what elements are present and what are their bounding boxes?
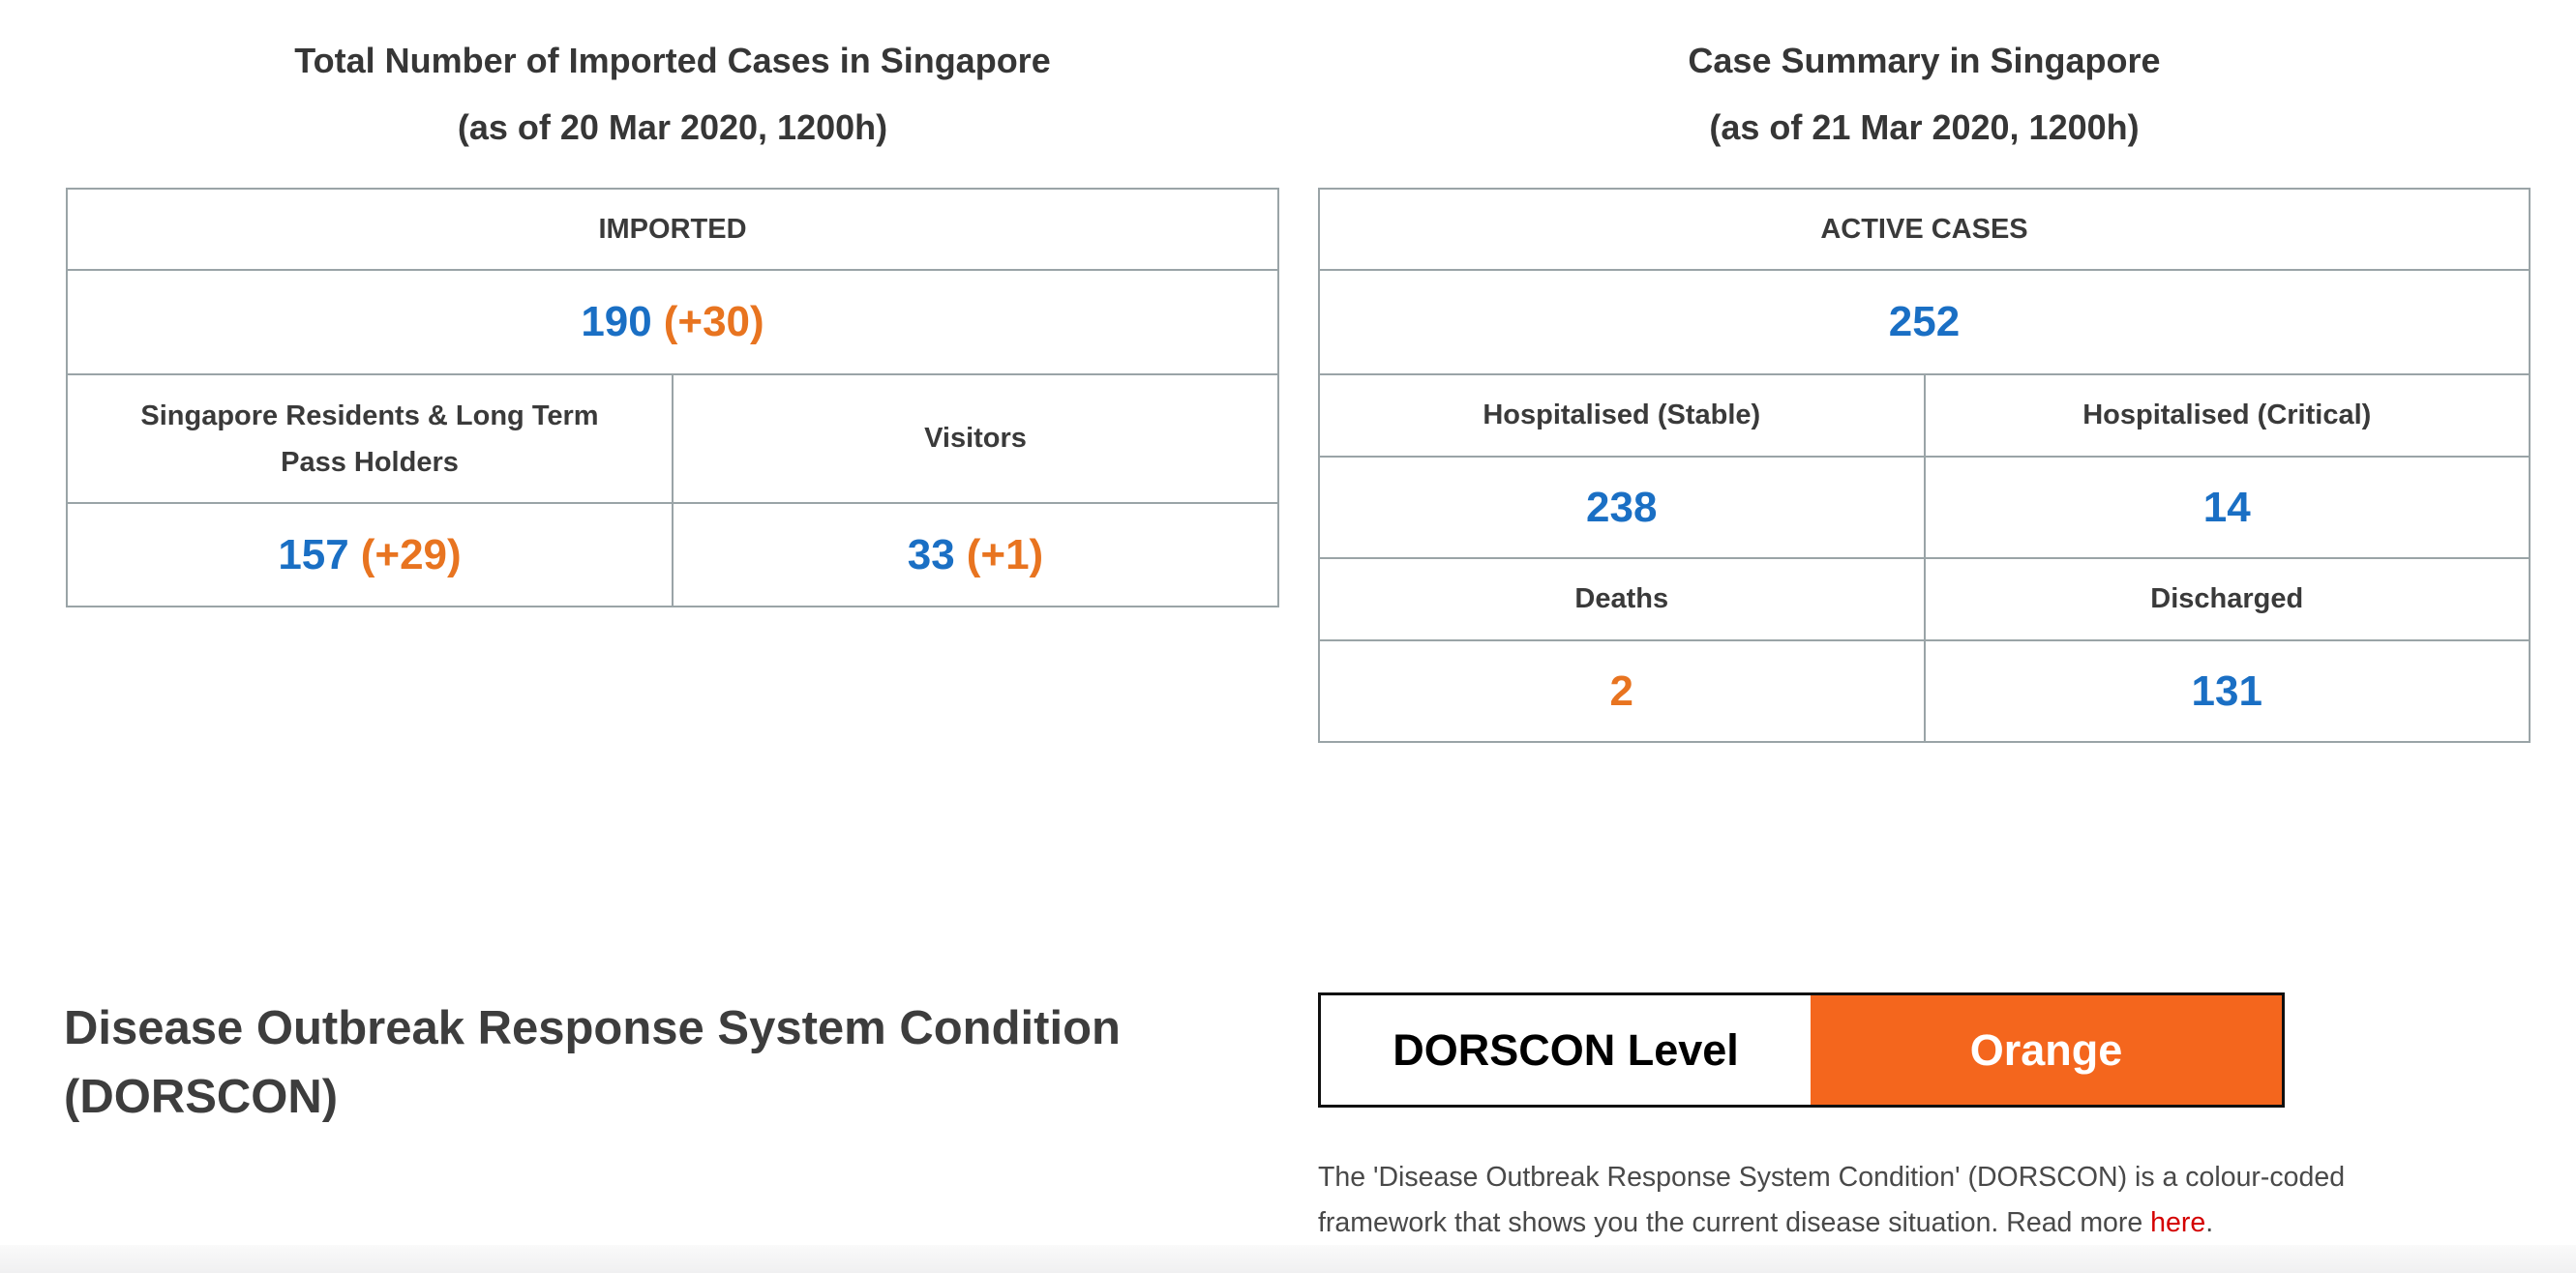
table-row: 238 14 — [1318, 456, 2531, 559]
table-row: 190 (+30) — [66, 269, 1279, 375]
dorscon-level-label: DORSCON Level — [1321, 995, 1811, 1105]
table-row: 2 131 — [1318, 639, 2531, 743]
hospitalised-critical-header-cell: Hospitalised (Critical) — [1923, 373, 2531, 458]
dorscon-description-line2-text: framework that shows you the current dis… — [1318, 1207, 2151, 1238]
table-row: 157 (+29) 33 (+1) — [66, 502, 1279, 607]
imported-section-title: Total Number of Imported Cases in Singap… — [294, 41, 1051, 80]
footer-strip — [0, 1245, 2576, 1273]
imported-section-subtitle: (as of 20 Mar 2020, 1200h) — [457, 107, 888, 147]
hospitalised-stable-header-cell: Hospitalised (Stable) — [1318, 373, 1926, 458]
summary-section-subtitle: (as of 21 Mar 2020, 1200h) — [1709, 107, 2140, 147]
visitors-header-cell: Visitors — [672, 373, 1279, 504]
residents-value-cell: 157 (+29) — [66, 502, 674, 607]
dorscon-level-value: Orange — [1811, 995, 2282, 1105]
deaths-header-cell: Deaths — [1318, 557, 1926, 641]
imported-total-value: 190 — [581, 298, 652, 345]
dorscon-heading-line2: (DORSCON) — [64, 1071, 339, 1123]
dorscon-level-box: DORSCON Level Orange — [1318, 992, 2285, 1108]
residents-header-cell: Singapore Residents & Long Term Pass Hol… — [66, 373, 674, 504]
table-row: 252 — [1318, 269, 2531, 375]
residents-value: 157 — [278, 530, 349, 578]
discharged-value-cell: 131 — [1923, 639, 2531, 743]
visitors-value-cell: 33 (+1) — [672, 502, 1279, 607]
active-cases-value-cell: 252 — [1318, 269, 2531, 375]
imported-total-cell: 190 (+30) — [66, 269, 1279, 375]
residents-header-label: Singapore Residents & Long Term Pass Hol… — [140, 400, 599, 478]
case-summary-table: ACTIVE CASES 252 Hospitalised (Stable) H… — [1318, 188, 2531, 743]
hospitalised-stable-value-cell: 238 — [1318, 456, 1926, 559]
residents-delta: (+29) — [360, 530, 462, 578]
imported-cases-table: IMPORTED 190 (+30) Singapore Residents & … — [66, 188, 1279, 607]
dorscon-description-suffix: . — [2205, 1207, 2214, 1238]
table-row: ACTIVE CASES — [1318, 188, 2531, 271]
dorscon-description: The 'Disease Outbreak Response System Co… — [1318, 1155, 2499, 1246]
summary-section-title: Case Summary in Singapore — [1688, 41, 2161, 80]
dorscon-description-line2: framework that shows you the current dis… — [1318, 1200, 2499, 1246]
imported-total-delta: (+30) — [663, 298, 764, 345]
read-more-link[interactable]: here — [2150, 1207, 2206, 1238]
imported-header-cell: IMPORTED — [66, 188, 1279, 271]
hospitalised-critical-value-cell: 14 — [1923, 456, 2531, 559]
table-row: Deaths Discharged — [1318, 557, 2531, 641]
discharged-header-cell: Discharged — [1923, 557, 2531, 641]
visitors-value: 33 — [907, 530, 955, 578]
deaths-value-cell: 2 — [1318, 639, 1926, 743]
visitors-delta: (+1) — [966, 530, 1044, 578]
table-row: Singapore Residents & Long Term Pass Hol… — [66, 373, 1279, 504]
dorscon-heading-line1: Disease Outbreak Response System Conditi… — [64, 1002, 1121, 1054]
dorscon-description-line1: The 'Disease Outbreak Response System Co… — [1318, 1162, 2346, 1193]
active-cases-value: 252 — [1888, 298, 1961, 345]
dorscon-heading: Disease Outbreak Response System Conditi… — [64, 994, 1225, 1132]
table-row: IMPORTED — [66, 188, 1279, 271]
table-row: Hospitalised (Stable) Hospitalised (Crit… — [1318, 373, 2531, 458]
active-cases-header-cell: ACTIVE CASES — [1318, 188, 2531, 271]
